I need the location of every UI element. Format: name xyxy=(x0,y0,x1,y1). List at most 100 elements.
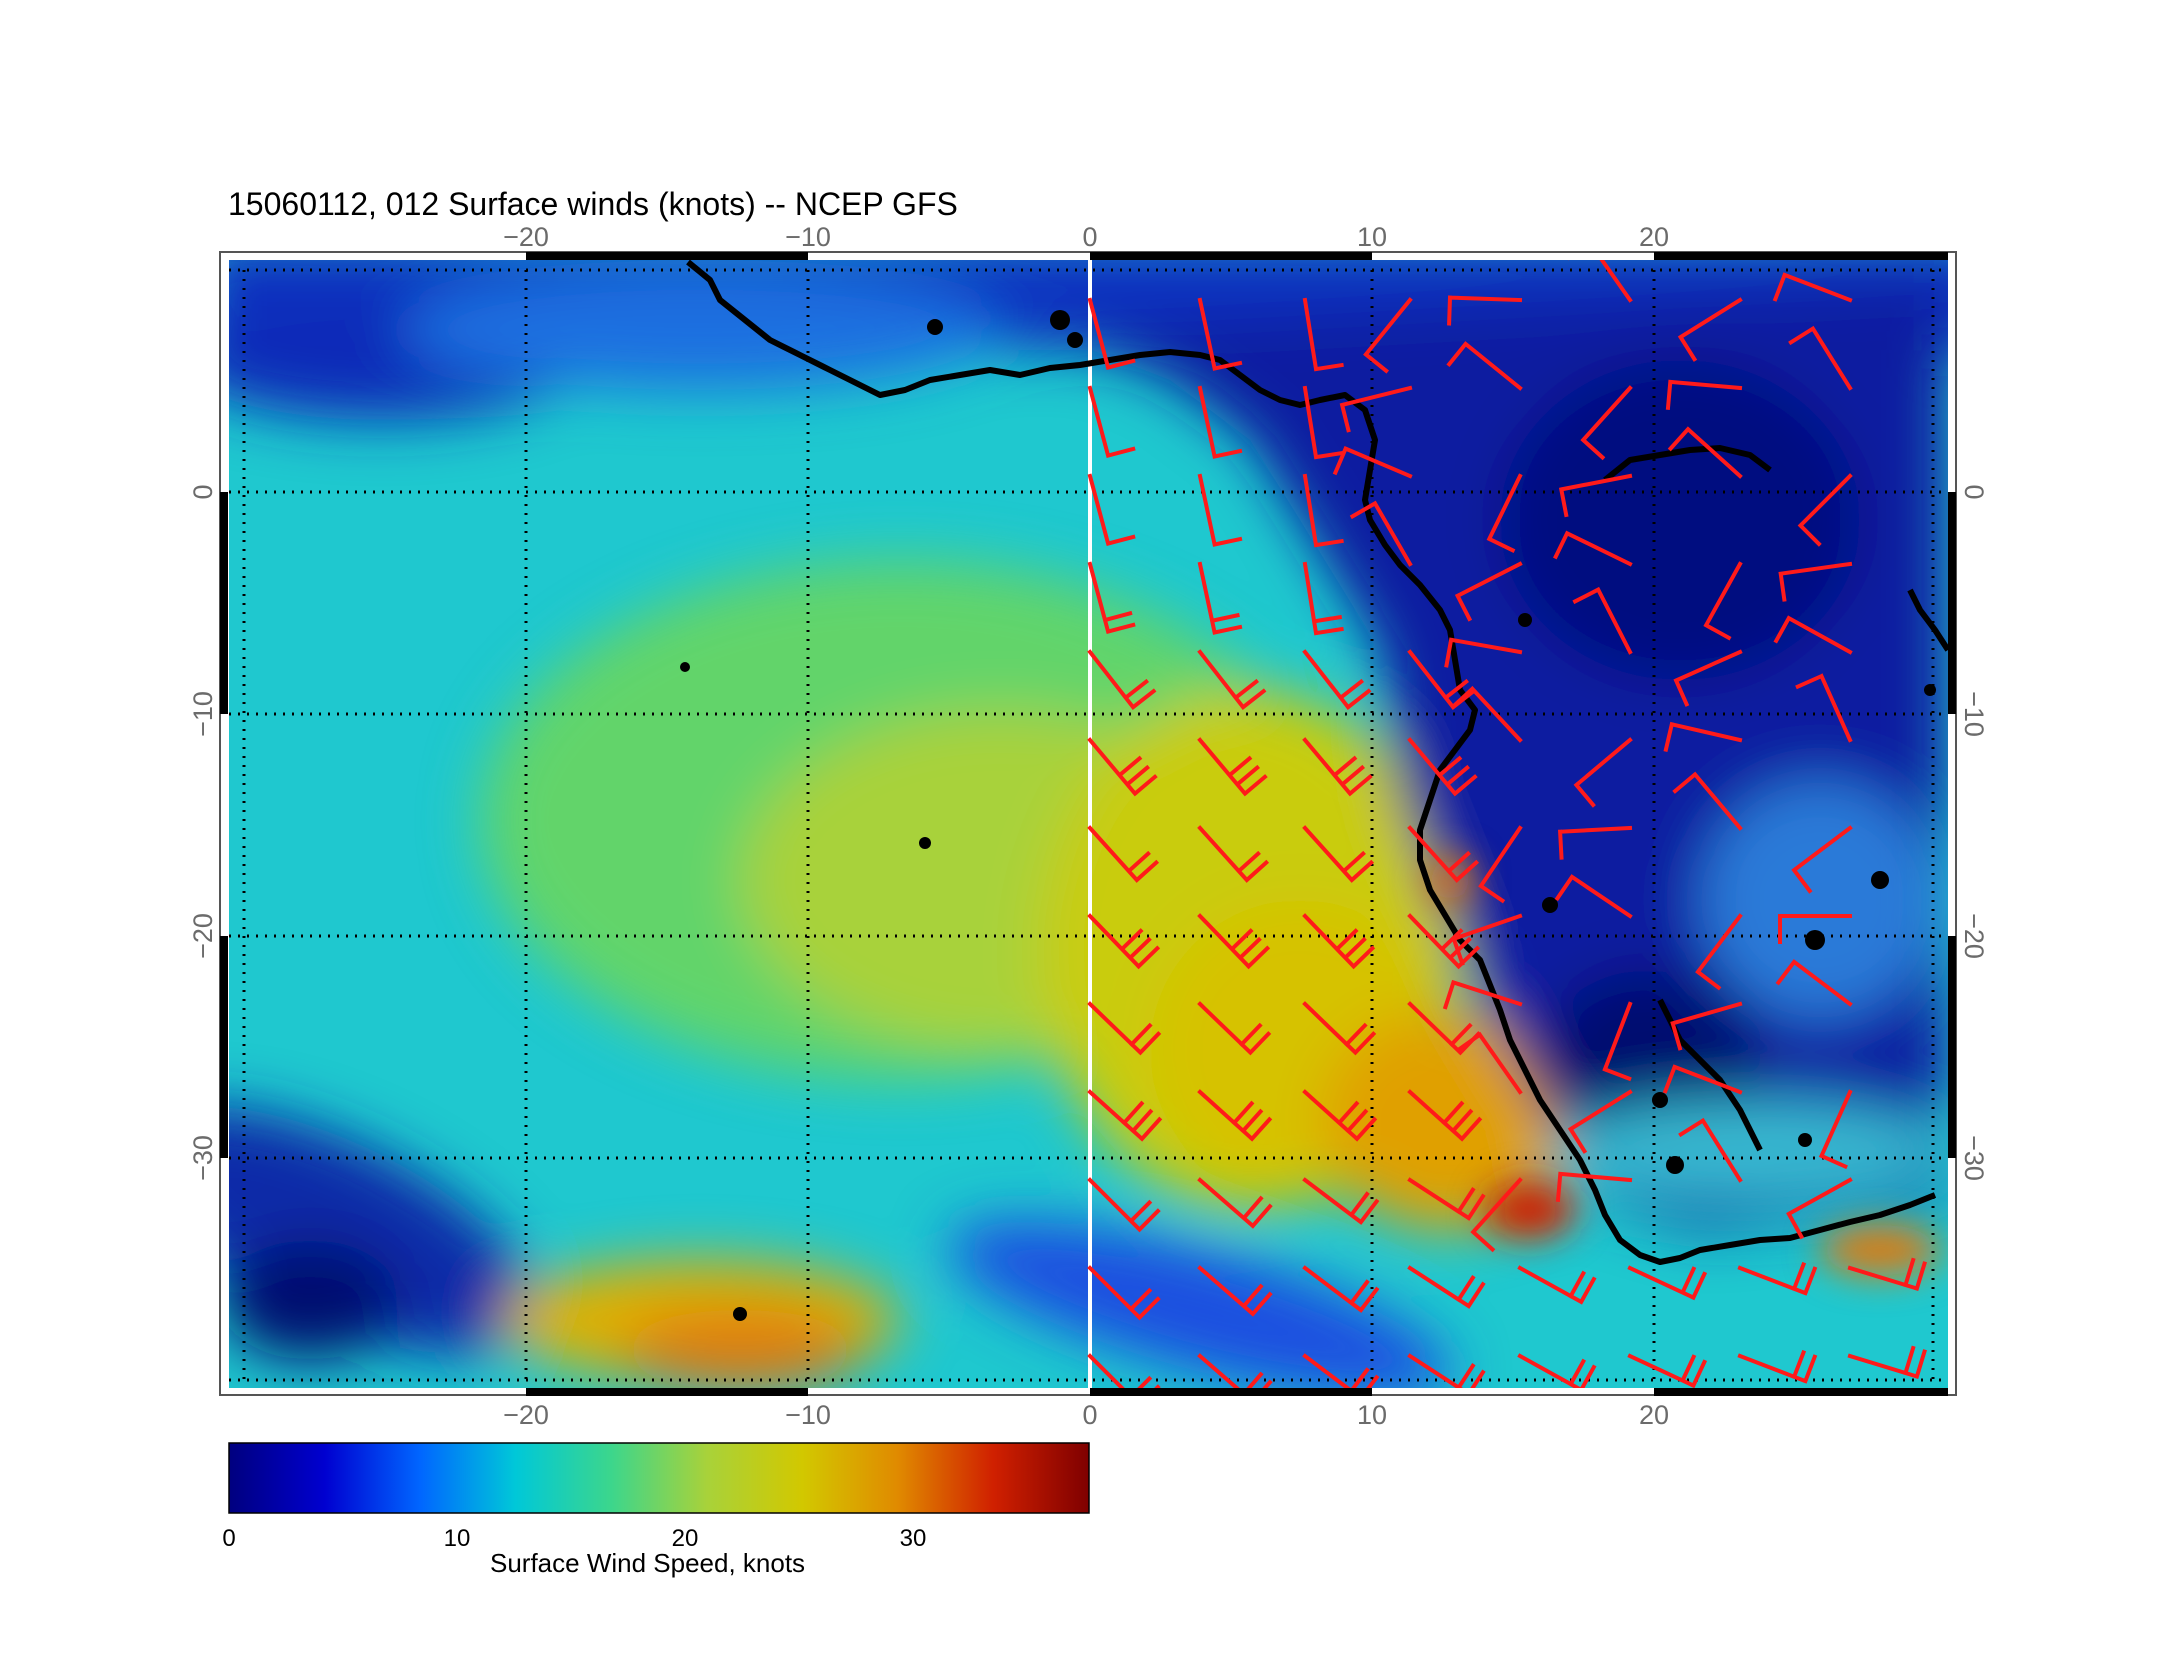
graticule xyxy=(229,268,1948,1382)
top-lon-ticks: −20 −10 0 10 20 xyxy=(503,222,1669,252)
wind-barb xyxy=(1197,297,1243,371)
wind-barb xyxy=(1486,473,1523,553)
wind-barb xyxy=(1087,1265,1161,1321)
wind-barb xyxy=(1302,385,1344,460)
wind-barb xyxy=(1302,1177,1380,1225)
wind-barb xyxy=(1665,379,1743,410)
wind-barb xyxy=(1197,473,1243,547)
wind-barb xyxy=(1302,1001,1377,1056)
left-lat-tick: −20 xyxy=(188,913,218,959)
wind-barb xyxy=(1444,637,1523,668)
wind-barb xyxy=(1775,959,1853,1007)
wind-barb xyxy=(1778,561,1853,602)
wind-barb xyxy=(1847,1345,1927,1379)
wind-barb xyxy=(1407,1089,1483,1142)
wind-barb xyxy=(1786,1177,1853,1240)
wind-barb xyxy=(1302,825,1375,883)
wind-barb xyxy=(1847,1257,1927,1291)
wind-barb xyxy=(1772,272,1853,303)
wind-barb xyxy=(1667,426,1743,479)
right-lat-tick: −10 xyxy=(1959,691,1989,737)
bottom-lon-tick: −20 xyxy=(503,1400,549,1430)
wind-barb xyxy=(1818,1089,1853,1170)
wind-barb xyxy=(1087,473,1136,547)
wind-barb xyxy=(1678,1117,1743,1183)
top-lon-tick: 20 xyxy=(1639,222,1669,252)
bottom-lon-ticks: −20 −10 0 10 20 xyxy=(503,1400,1669,1430)
wind-barb xyxy=(1087,1353,1161,1388)
wind-barb xyxy=(1662,1064,1743,1095)
wind-barb xyxy=(1407,1265,1486,1309)
wind-barb xyxy=(1553,530,1633,567)
wind-barb xyxy=(1407,825,1480,883)
wind-barb xyxy=(1517,1265,1597,1305)
colorbar-label: 0 xyxy=(222,1525,235,1552)
top-lon-tick: 10 xyxy=(1357,222,1387,252)
wind-barb xyxy=(1567,1089,1633,1154)
wind-barb xyxy=(1302,737,1373,797)
wind-barb xyxy=(1557,825,1633,860)
wind-barb xyxy=(1470,1177,1523,1253)
wind-barb xyxy=(1442,979,1523,1010)
wind-barb xyxy=(1087,737,1158,797)
left-lat-tick: 0 xyxy=(188,484,218,499)
wind-barb xyxy=(1087,1177,1161,1233)
wind-barbs xyxy=(1087,260,1927,1388)
colorbar xyxy=(228,1442,1090,1514)
wind-barb xyxy=(1554,874,1633,919)
wind-barb xyxy=(1797,473,1853,547)
wind-barb xyxy=(1302,297,1344,372)
wind-barb xyxy=(1778,914,1852,944)
wind-barb xyxy=(1407,1353,1486,1388)
wind-barb xyxy=(1572,586,1633,655)
wind-barb xyxy=(1087,297,1136,371)
right-lat-ticks: 0 −10 −20 −30 xyxy=(1959,484,1989,1180)
wind-barb xyxy=(1407,737,1478,797)
wind-barb xyxy=(1454,561,1523,622)
wind-barb xyxy=(1737,1349,1818,1384)
wind-barb xyxy=(1602,1001,1633,1082)
bottom-lon-tick: −10 xyxy=(785,1400,831,1430)
wind-speed-field xyxy=(229,260,1948,1388)
wind-barb xyxy=(1363,297,1413,374)
colorbar-label: 20 xyxy=(672,1525,699,1552)
wind-barb xyxy=(1447,295,1523,326)
wind-barb xyxy=(1407,913,1481,970)
wind-barb xyxy=(1663,721,1743,753)
wind-barb xyxy=(1087,913,1161,970)
wind-barb xyxy=(1517,1353,1597,1388)
top-lon-tick: −10 xyxy=(785,222,831,252)
wind-barb xyxy=(1580,385,1633,461)
top-lon-tick: 0 xyxy=(1082,222,1097,252)
wind-barb xyxy=(1197,1089,1273,1142)
wind-barb xyxy=(1627,1265,1708,1301)
wind-barb xyxy=(1087,385,1136,459)
wind-barb xyxy=(1302,473,1344,548)
wind-barb xyxy=(1573,737,1633,808)
colorbar-label: 30 xyxy=(900,1525,927,1552)
wind-barb xyxy=(1791,825,1853,894)
right-lat-tick: −20 xyxy=(1959,913,1989,959)
wind-barb xyxy=(1087,825,1160,883)
wind-barb xyxy=(1478,825,1523,904)
wind-barb xyxy=(1627,1353,1708,1388)
wind-barb xyxy=(1677,297,1743,362)
wind-barb xyxy=(1450,685,1523,743)
wind-barb xyxy=(1087,649,1157,711)
wind-barb xyxy=(1197,913,1271,970)
wind-barb xyxy=(1695,913,1743,991)
wind-barb xyxy=(1197,737,1268,797)
colorbar-label: 10 xyxy=(444,1525,471,1552)
wind-barb xyxy=(1795,673,1853,743)
axis-bars xyxy=(220,252,1956,1396)
left-lat-tick: −10 xyxy=(188,691,218,737)
wind-barb xyxy=(1339,385,1413,433)
top-lon-tick: −20 xyxy=(503,222,549,252)
wind-barb xyxy=(1672,771,1743,831)
bottom-lon-tick: 0 xyxy=(1082,1400,1097,1430)
wind-barb xyxy=(1302,1353,1380,1388)
wind-barb xyxy=(1302,913,1376,970)
wind-barb xyxy=(1558,473,1633,518)
wind-barb xyxy=(1302,649,1372,711)
wind-barb xyxy=(1197,1177,1273,1229)
